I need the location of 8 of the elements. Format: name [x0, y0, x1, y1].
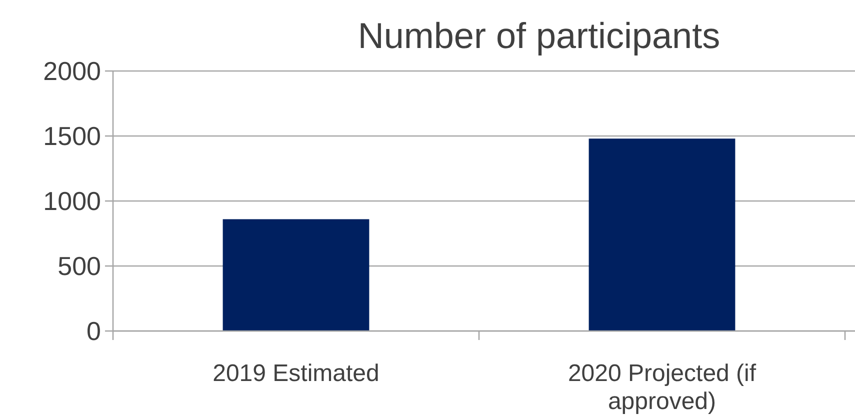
x-tick-label: 2020 Projected (if approved) — [568, 360, 756, 415]
y-tick-label: 2000 — [43, 56, 101, 86]
chart-title: Number of participants — [358, 15, 720, 56]
x-tick-label: 2019 Estimated — [212, 360, 380, 387]
y-tick-label: 1000 — [43, 186, 101, 216]
y-tick-label: 0 — [86, 316, 101, 346]
y-tick-label: 500 — [58, 251, 101, 282]
y-tick-label: 1500 — [43, 121, 101, 152]
